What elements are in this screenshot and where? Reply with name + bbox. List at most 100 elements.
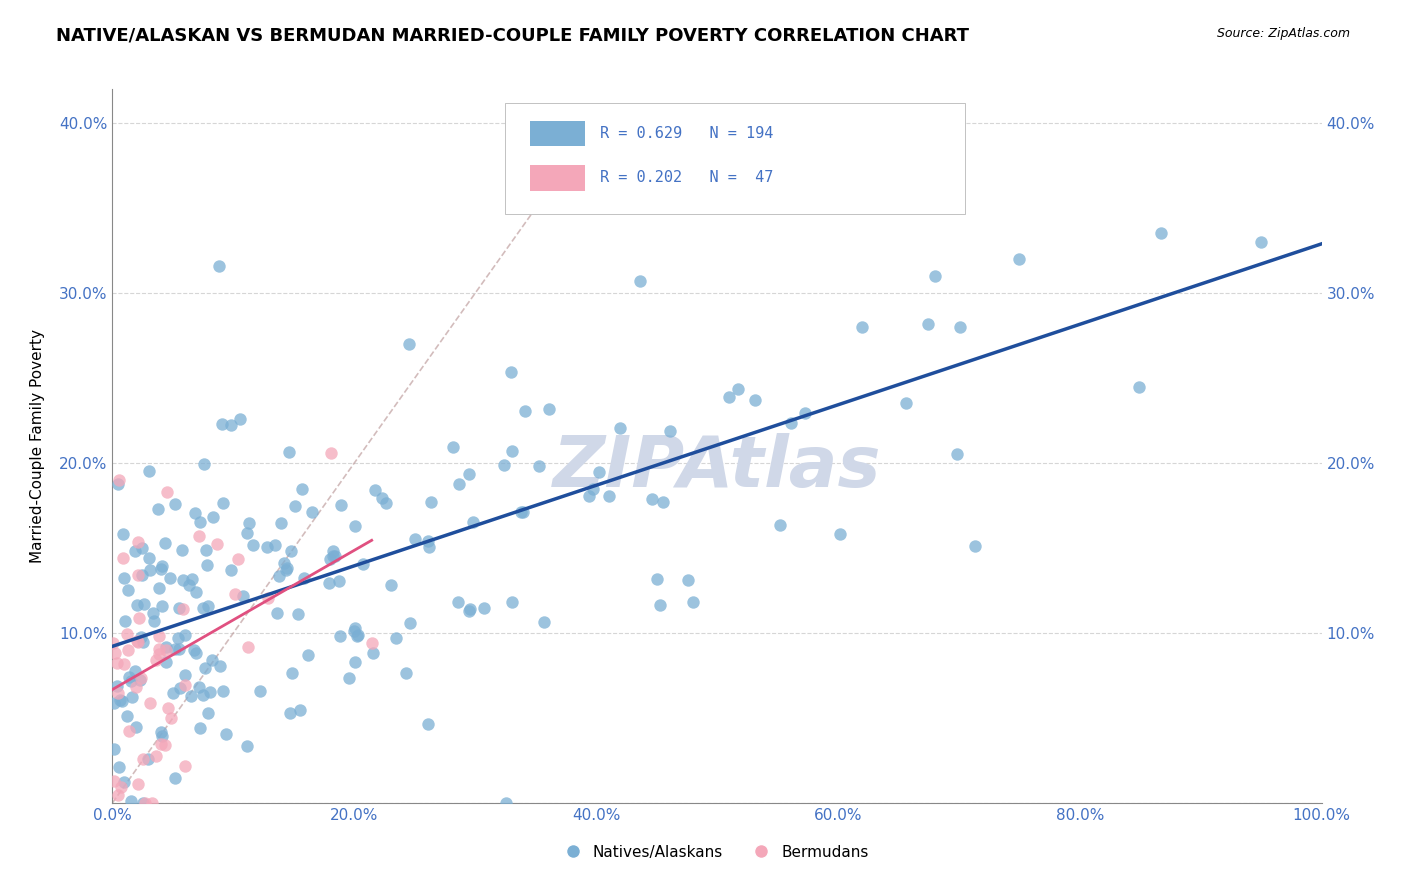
Point: [236, 525, 259, 540]
Point: [510, 505, 533, 519]
Point: [364, 483, 387, 498]
Point: [184, 506, 207, 520]
Point: [280, 544, 302, 558]
Point: [924, 269, 946, 284]
Point: [641, 491, 664, 506]
Point: [188, 680, 211, 694]
Point: [148, 581, 170, 595]
Point: [292, 570, 315, 584]
Point: [149, 737, 172, 751]
Point: [152, 559, 174, 574]
Text: R = 0.202   N =  47: R = 0.202 N = 47: [600, 170, 773, 186]
Point: [127, 568, 149, 582]
Point: [513, 404, 536, 418]
Point: [346, 629, 368, 643]
Point: [1250, 235, 1272, 249]
Point: [134, 796, 156, 810]
Point: [281, 666, 304, 681]
Point: [103, 741, 125, 756]
Point: [398, 336, 420, 351]
Point: [112, 571, 135, 585]
Point: [131, 541, 153, 555]
Point: [399, 616, 422, 631]
Point: [152, 729, 174, 743]
Point: [145, 749, 167, 764]
Point: [323, 549, 346, 563]
Point: [416, 533, 439, 548]
Point: [177, 578, 200, 592]
Point: [118, 723, 141, 738]
Point: [198, 684, 221, 698]
Point: [274, 563, 297, 577]
Point: [167, 600, 190, 615]
Point: [529, 458, 551, 473]
Point: [418, 717, 440, 731]
Point: [195, 543, 218, 558]
Point: [201, 653, 224, 667]
Point: [221, 564, 243, 578]
Point: [139, 697, 162, 711]
Point: [194, 661, 217, 675]
Point: [678, 573, 700, 587]
Point: [118, 670, 141, 684]
Point: [896, 396, 918, 410]
Point: [117, 643, 139, 657]
Point: [598, 489, 620, 503]
Point: [105, 656, 128, 670]
Text: Source: ZipAtlas.com: Source: ZipAtlas.com: [1216, 27, 1350, 40]
Point: [142, 606, 165, 620]
Point: [830, 526, 852, 541]
Point: [267, 569, 290, 583]
Point: [1149, 226, 1171, 240]
Point: [278, 706, 301, 721]
Point: [375, 495, 398, 509]
Point: [163, 642, 186, 657]
Point: [1008, 252, 1031, 266]
Point: [588, 465, 610, 479]
Point: [779, 416, 801, 430]
Point: [236, 739, 259, 753]
Point: [718, 391, 741, 405]
Point: [101, 636, 124, 650]
Point: [344, 655, 367, 669]
Point: [499, 365, 522, 379]
Point: [242, 538, 264, 552]
Point: [820, 156, 842, 170]
Point: [495, 796, 517, 810]
Point: [127, 534, 149, 549]
Point: [211, 683, 233, 698]
Point: [131, 568, 153, 582]
Point: [107, 760, 129, 774]
Point: [418, 540, 440, 554]
Point: [447, 595, 470, 609]
Point: [191, 689, 214, 703]
Point: [449, 477, 471, 491]
Point: [114, 614, 136, 628]
Point: [474, 600, 496, 615]
Point: [107, 477, 129, 491]
Point: [730, 184, 752, 198]
Point: [578, 489, 600, 503]
Point: [173, 628, 195, 642]
Point: [659, 424, 682, 438]
Point: [121, 690, 143, 704]
Point: [229, 412, 252, 426]
Point: [153, 738, 176, 752]
Point: [172, 602, 194, 616]
Point: [463, 515, 485, 529]
Point: [180, 689, 202, 703]
Point: [111, 527, 134, 541]
Point: [494, 458, 516, 473]
Point: [343, 624, 366, 638]
FancyBboxPatch shape: [530, 165, 585, 191]
Point: [645, 573, 668, 587]
Point: [148, 647, 170, 661]
Point: [156, 485, 179, 500]
Point: [150, 725, 173, 739]
Point: [202, 510, 225, 524]
Point: [173, 759, 195, 773]
Point: [582, 483, 605, 497]
Point: [138, 550, 160, 565]
Point: [193, 457, 215, 471]
Point: [150, 562, 173, 576]
